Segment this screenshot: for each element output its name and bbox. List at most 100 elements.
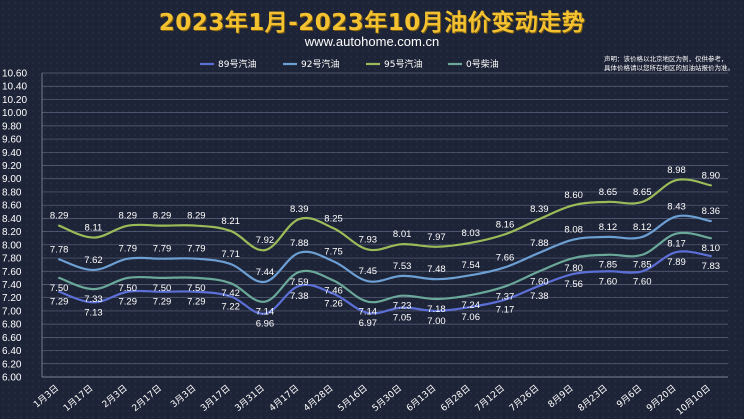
x-tick-label: 9月20日 [644,383,678,414]
data-label: 7.14 [359,307,378,318]
y-tick-label: 10.60 [2,69,27,80]
data-label: 8.29 [50,211,69,222]
y-tick-label: 9.40 [2,148,22,159]
data-label: 8.60 [564,190,583,201]
data-label: 8.65 [599,187,618,198]
data-label: 7.54 [462,260,481,271]
data-label: 7.14 [256,307,275,318]
x-tick-label: 8月23日 [576,383,610,414]
x-tick-label: 2月17日 [130,383,164,414]
data-label: 8.16 [496,219,515,230]
data-label: 7.88 [530,238,549,249]
data-label: 8.90 [702,170,721,181]
y-tick-label: 8.80 [2,187,22,198]
series-group [58,178,712,315]
data-label: 7.50 [119,283,138,294]
data-label: 7.38 [530,291,549,302]
y-tick-label: 10.20 [2,95,27,106]
data-label: 7.75 [324,246,343,257]
legend-label-89: 89号汽油 [218,58,256,70]
series-line-92 [58,214,712,283]
data-label: 7.89 [667,257,686,268]
data-label: 7.29 [187,297,206,308]
data-label: 8.43 [667,201,686,212]
x-tick-label: 2月3日 [100,383,130,410]
x-tick-label: 3月17日 [199,383,233,414]
data-label: 7.37 [496,291,515,302]
data-label: 7.00 [427,316,446,327]
data-label: 7.71 [221,249,240,260]
data-label: 8.29 [187,211,206,222]
data-label: 7.79 [187,244,206,255]
data-label: 7.48 [427,264,446,275]
data-label: 7.26 [324,299,343,310]
data-label: 8.65 [633,187,652,198]
grid [42,72,728,378]
data-label: 8.39 [290,204,309,215]
x-tick-label: 6月28日 [439,383,473,414]
data-label: 8.21 [221,216,240,227]
x-tick-label: 5月30日 [370,383,404,414]
y-tick-label: 6.20 [2,359,22,370]
y-tick-label: 9.00 [2,174,22,185]
data-label: 7.97 [427,232,446,243]
y-tick-label: 8.00 [2,240,22,251]
data-label: 8.11 [85,223,103,234]
y-tick-label: 8.20 [2,227,22,238]
y-tick-label: 8.40 [2,214,22,225]
data-label: 8.12 [599,222,618,233]
y-tick-label: 7.80 [2,254,22,265]
y-tick-label: 10.40 [2,82,27,93]
legend: 89号汽油 92号汽油 95号汽油 0号柴油 [200,58,499,70]
y-tick-label: 6.60 [2,333,22,344]
data-labels: 7.29 7.13 7.29 7.29 7.29 7.22 6.96 7.38 7.26 6.97… [50,165,720,329]
data-label: 7.42 [221,288,240,299]
data-label: 8.10 [702,243,721,254]
x-tick-label: 8月9日 [546,383,576,410]
data-label: 7.85 [633,260,652,271]
data-label: 7.66 [496,252,515,263]
series-line-0-diesel [58,231,712,304]
x-tick-label: 1月17日 [61,383,95,414]
x-tick-label: 5月16日 [336,383,370,414]
data-label: 6.97 [359,318,378,329]
disclaimer-line-1: 声明：该价格以北京地区为例，仅供参考， [604,55,728,63]
data-label: 8.01 [393,229,412,240]
y-tick-label: 10.00 [2,108,27,119]
x-tick-label: 3月3日 [169,383,199,410]
chart-title: 2023年1月-2023年10月油价变动走势 [158,10,586,36]
chart-subtitle: www.autohome.com.cn [304,34,440,49]
data-label: 7.50 [50,283,69,294]
data-label: 7.79 [153,244,172,255]
y-tick-label: 7.60 [2,267,22,278]
data-label: 7.53 [393,261,412,272]
legend-label-95: 95号汽油 [384,58,422,70]
x-tick-label: 10月10日 [674,383,712,418]
x-tick-label: 7月26日 [507,383,541,414]
data-label: 8.17 [667,239,686,250]
data-label: 7.93 [359,234,378,245]
data-label: 7.44 [256,267,275,278]
x-tick-label: 4月28日 [301,383,335,414]
y-tick-label: 7.40 [2,280,22,291]
data-label: 7.29 [119,297,138,308]
data-label: 7.29 [153,297,172,308]
data-label: 7.60 [530,276,549,287]
y-tick-label: 6.40 [2,346,22,357]
y-tick-label: 9.20 [2,161,22,172]
y-tick-label: 7.00 [2,306,22,317]
data-label: 7.46 [324,286,343,297]
x-tick-label: 9月6日 [615,383,645,410]
x-tick-label: 3月31日 [233,383,267,414]
data-label: 7.62 [84,255,103,266]
data-label: 7.06 [462,312,481,323]
y-tick-label: 6.00 [2,373,22,384]
data-label: 7.18 [427,304,446,315]
data-label: 6.96 [256,319,275,330]
data-label: 8.29 [119,211,138,222]
series-line-95 [58,178,712,252]
data-label: 8.29 [153,211,172,222]
data-label: 7.50 [153,283,172,294]
data-label: 8.12 [633,222,652,233]
data-label: 7.92 [256,235,275,246]
